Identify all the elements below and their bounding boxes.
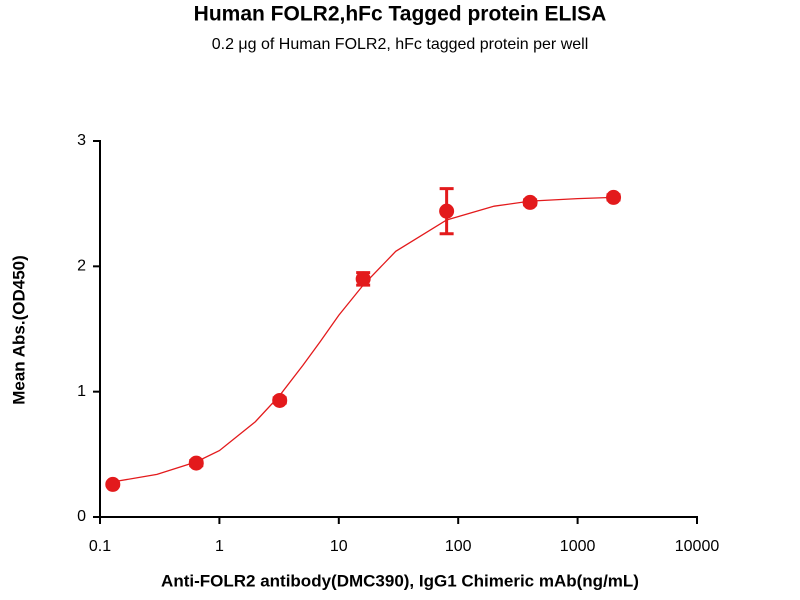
y-tick-label: 2 [77,258,86,275]
x-tick-label: 10000 [675,538,720,555]
data-point [606,189,622,205]
x-tick-label: 100 [445,538,472,555]
y-tick-label: 3 [77,132,86,149]
chart-subtitle: 0.2 μg of Human FOLR2, hFc tagged protei… [212,36,589,53]
data-point [188,455,204,471]
data-point [522,194,538,210]
data-point [355,271,371,287]
y-tick-label: 1 [77,383,86,400]
x-axis-label: Anti-FOLR2 antibody(DMC390), IgG1 Chimer… [161,571,639,590]
x-tick-label: 1 [215,538,224,555]
x-tick-label: 1000 [560,538,596,555]
data-point [272,392,288,408]
x-tick-label: 0.1 [89,538,111,555]
x-tick-label: 10 [330,538,348,555]
data-point [105,476,121,492]
fit-curve [112,196,614,483]
chart-title: Human FOLR2,hFc Tagged protein ELISA [194,3,607,26]
data-point [439,203,455,219]
y-axis-label: Mean Abs.(OD450) [9,255,28,405]
y-tick-label: 0 [77,508,86,525]
